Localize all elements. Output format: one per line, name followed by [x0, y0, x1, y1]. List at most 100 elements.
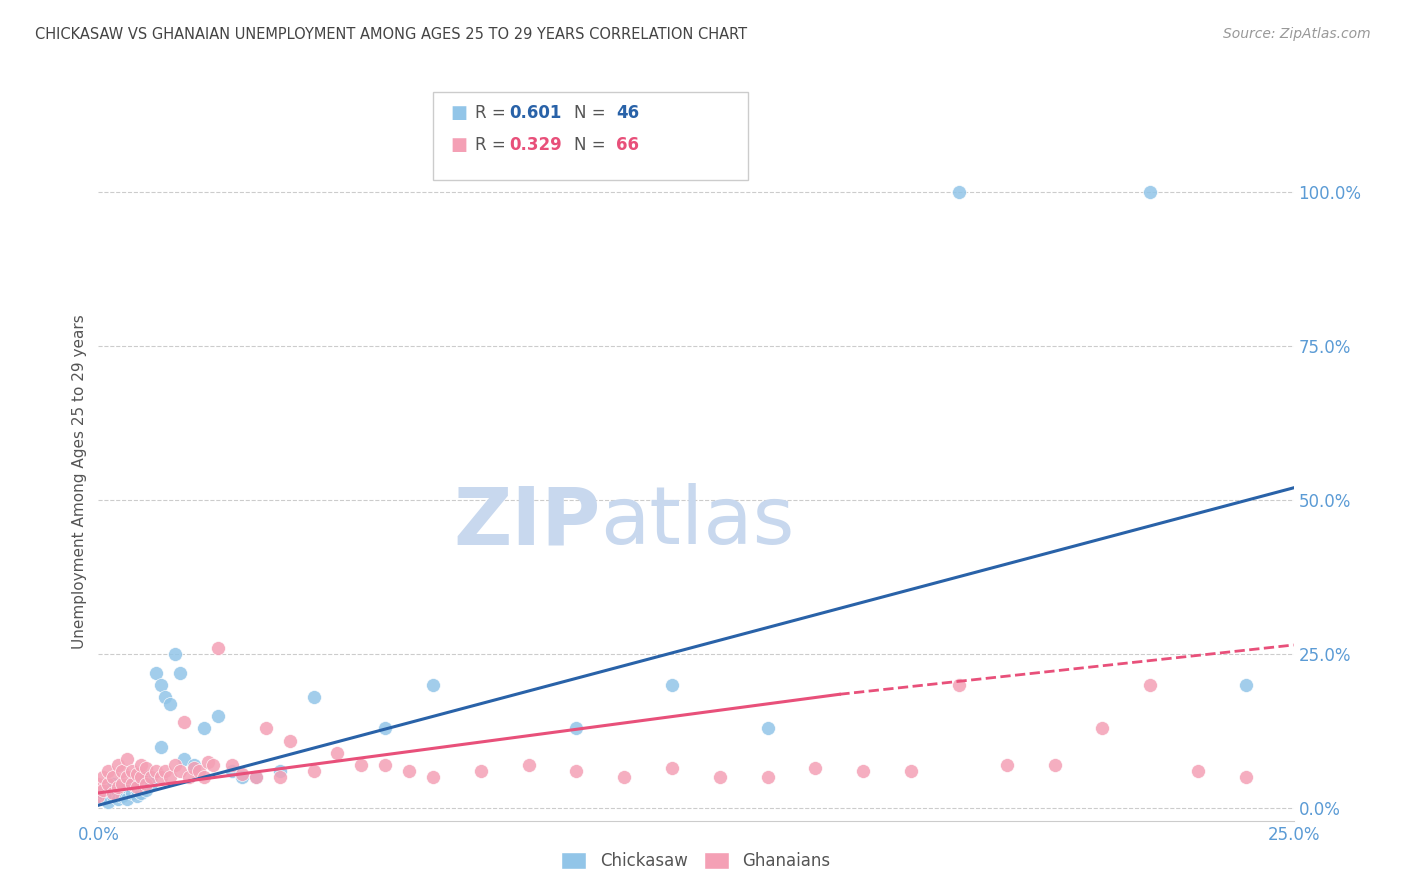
Point — [302, 764, 325, 779]
Point — [121, 786, 143, 800]
Point — [135, 782, 157, 797]
Point — [87, 789, 110, 803]
Point — [231, 767, 253, 781]
Point — [269, 764, 291, 779]
Point — [125, 789, 148, 803]
Point — [91, 782, 114, 797]
Point — [302, 690, 325, 705]
Point — [115, 771, 138, 785]
Text: CHICKASAW VS GHANAIAN UNEMPLOYMENT AMONG AGES 25 TO 29 YEARS CORRELATION CHART: CHICKASAW VS GHANAIAN UNEMPLOYMENT AMONG… — [35, 27, 747, 42]
Point — [125, 782, 148, 797]
Point — [121, 777, 143, 791]
Point — [97, 795, 120, 809]
Point — [101, 786, 124, 800]
Point — [87, 789, 110, 803]
Point — [125, 780, 148, 794]
Point — [183, 758, 205, 772]
Point — [221, 764, 243, 779]
Point — [111, 777, 134, 791]
Point — [115, 792, 138, 806]
Point — [374, 721, 396, 735]
Point — [155, 690, 177, 705]
Point — [900, 764, 922, 779]
Point — [131, 771, 153, 785]
Legend: Chickasaw, Ghanaians: Chickasaw, Ghanaians — [554, 846, 838, 877]
Point — [709, 771, 731, 785]
Point — [326, 746, 349, 760]
Point — [948, 185, 970, 199]
Text: 0.601: 0.601 — [509, 104, 561, 122]
Point — [139, 771, 162, 785]
Point — [187, 764, 209, 779]
Point — [470, 764, 492, 779]
Point — [155, 764, 177, 779]
Point — [948, 678, 970, 692]
Point — [565, 721, 588, 735]
Point — [145, 665, 167, 680]
Point — [131, 758, 153, 772]
Point — [139, 777, 162, 791]
Point — [163, 647, 186, 661]
Point — [374, 758, 396, 772]
Point — [173, 752, 195, 766]
Point — [149, 678, 172, 692]
Point — [207, 641, 229, 656]
Point — [163, 758, 186, 772]
Text: 0.329: 0.329 — [509, 136, 562, 154]
Point — [101, 777, 124, 791]
Point — [111, 782, 134, 797]
Point — [231, 771, 253, 785]
Point — [107, 758, 129, 772]
Point — [995, 758, 1018, 772]
Point — [1139, 185, 1161, 199]
Point — [121, 777, 143, 791]
Point — [269, 771, 291, 785]
Text: Source: ZipAtlas.com: Source: ZipAtlas.com — [1223, 27, 1371, 41]
Point — [91, 786, 114, 800]
Point — [245, 771, 267, 785]
Point — [97, 782, 120, 797]
Point — [169, 665, 191, 680]
Point — [1234, 771, 1257, 785]
Point — [221, 758, 243, 772]
Text: N =: N = — [574, 104, 610, 122]
Point — [135, 761, 157, 775]
Point — [804, 761, 827, 775]
Point — [661, 678, 683, 692]
Point — [115, 752, 138, 766]
Point — [1187, 764, 1209, 779]
Point — [517, 758, 540, 772]
Point — [197, 755, 219, 769]
Point — [183, 761, 205, 775]
Point — [111, 764, 134, 779]
Text: ZIP: ZIP — [453, 483, 600, 561]
Point — [565, 764, 588, 779]
Point — [131, 786, 153, 800]
Point — [207, 709, 229, 723]
Point — [145, 764, 167, 779]
Y-axis label: Unemployment Among Ages 25 to 29 years: Unemployment Among Ages 25 to 29 years — [72, 314, 87, 649]
Point — [131, 777, 153, 791]
Point — [135, 777, 157, 791]
Point — [159, 771, 181, 785]
Point — [91, 792, 114, 806]
Point — [115, 780, 138, 794]
Point — [756, 721, 779, 735]
Point — [193, 721, 215, 735]
Point — [613, 771, 636, 785]
Text: R =: R = — [475, 136, 512, 154]
Point — [398, 764, 420, 779]
Point — [159, 697, 181, 711]
Point — [1234, 678, 1257, 692]
Point — [422, 678, 444, 692]
Point — [1139, 678, 1161, 692]
Point — [169, 764, 191, 779]
Text: ■: ■ — [450, 104, 467, 122]
Point — [101, 771, 124, 785]
Point — [193, 771, 215, 785]
Point — [756, 771, 779, 785]
Text: atlas: atlas — [600, 483, 794, 561]
Point — [202, 758, 225, 772]
Point — [278, 733, 301, 747]
Text: N =: N = — [574, 136, 610, 154]
